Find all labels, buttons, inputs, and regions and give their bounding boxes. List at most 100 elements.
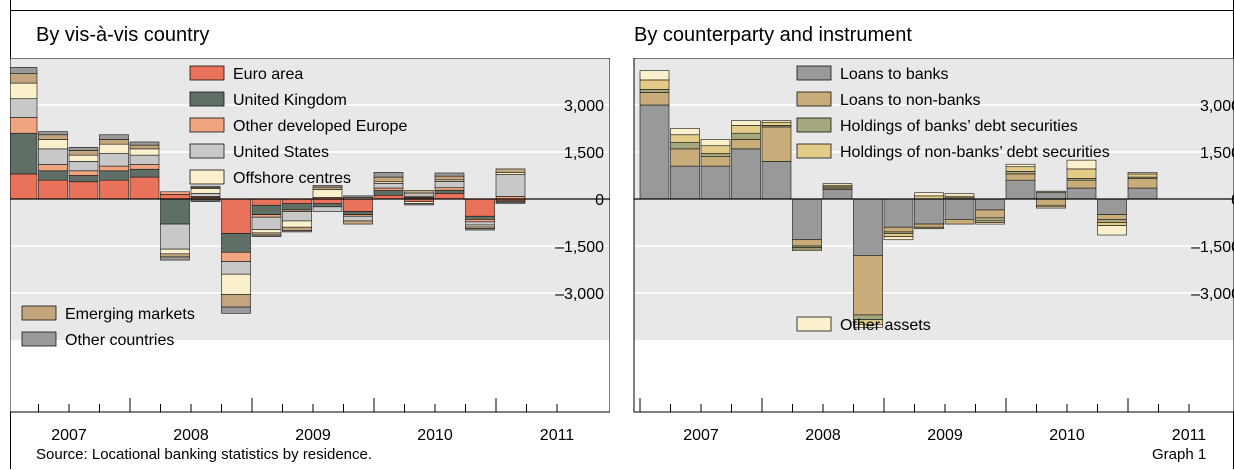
bar-loans-to-banks-2008q1 bbox=[761, 161, 792, 200]
bar-holdings-of-banks-debt-securities-2007q1 bbox=[639, 89, 670, 93]
bar-loans-to-banks-2007q4 bbox=[731, 148, 761, 200]
bar-euro-area-2010q3 bbox=[434, 193, 465, 200]
bar-united-states-2008q3 bbox=[190, 193, 221, 197]
bar-emerging-markets-2007q1 bbox=[10, 73, 38, 84]
bar-other-developed-europe-2007q1 bbox=[10, 117, 38, 134]
bar-holdings-of-banks-debt-securities-2009q4 bbox=[975, 217, 1005, 222]
bar-other-developed-europe-2010q1 bbox=[373, 187, 404, 191]
left-chart: 3,000 1,500 0 –1,500 –3,000 2007 2008 2009 2010 2… bbox=[10, 58, 610, 444]
bar-loans-to-non-banks-2010q4 bbox=[1097, 214, 1127, 220]
bar-loans-to-banks-2009q2 bbox=[914, 198, 944, 225]
bar-loans-to-non-banks-2010q2 bbox=[1036, 198, 1066, 206]
legend-swatch-emerging-markets bbox=[21, 305, 57, 321]
bar-offshore-centres-2007q2 bbox=[38, 139, 68, 150]
bar-euro-area-2008q4 bbox=[221, 198, 251, 234]
bar-emerging-markets-2010q3 bbox=[434, 175, 465, 181]
bar-united-kingdom-2009q3 bbox=[312, 203, 343, 208]
bar-other-assets-2009q3 bbox=[944, 193, 975, 197]
bar-euro-area-2009q4 bbox=[343, 198, 373, 212]
bar-united-kingdom-2009q2 bbox=[282, 203, 312, 211]
y-tick-label: 1,500 bbox=[1200, 145, 1234, 162]
bar-united-states-2010q2 bbox=[404, 192, 434, 197]
bar-loans-to-banks-2008q3 bbox=[822, 189, 853, 200]
bar-other-assets-2009q4 bbox=[975, 222, 1005, 225]
bar-other-assets-2008q1 bbox=[761, 120, 792, 123]
bar-loans-to-banks-2008q4 bbox=[853, 198, 883, 256]
bar-emerging-markets-2009q2 bbox=[282, 226, 312, 231]
bar-loans-to-banks-2011q1 bbox=[1127, 187, 1158, 200]
plot-border bbox=[10, 58, 610, 413]
legend-swatch-united-states bbox=[189, 143, 225, 159]
x-tick-label-2010: 2010 bbox=[1049, 427, 1085, 444]
bar-united-states-2010q4 bbox=[465, 221, 495, 226]
plot-border bbox=[633, 58, 1234, 413]
legend-label-euro-area: Euro area bbox=[233, 66, 303, 83]
bar-united-states-2009q1 bbox=[251, 216, 282, 231]
x-tick-label-2007: 2007 bbox=[51, 427, 87, 444]
bar-united-kingdom-2008q4 bbox=[221, 233, 251, 253]
bar-other-developed-europe-2008q4 bbox=[221, 251, 251, 262]
bar-holdings-of-banks-debt-securities-2010q4 bbox=[1097, 219, 1127, 223]
bar-loans-to-banks-2010q4 bbox=[1097, 198, 1127, 215]
bar-united-states-2007q1 bbox=[10, 98, 38, 118]
legend-swatch-holdings-of-banks-debt-securities bbox=[796, 117, 832, 133]
legend-label-united-states: United States bbox=[233, 144, 329, 161]
bar-other-assets-2007q2 bbox=[670, 128, 700, 136]
bar-offshore-centres-2008q2 bbox=[160, 248, 190, 255]
legend-swatch-euro-area bbox=[189, 65, 225, 81]
bar-holdings-of-banks-debt-securities-2010q2 bbox=[1036, 190, 1066, 194]
legend-label-holdings-of-banks-debt-securities: Holdings of banks’ debt securities bbox=[840, 118, 1078, 135]
legend-label-loans-to-non-banks: Loans to non-banks bbox=[840, 92, 981, 109]
bar-other-assets-2007q3 bbox=[700, 139, 731, 147]
top-rule bbox=[10, 10, 1234, 11]
bar-loans-to-non-banks-2009q1 bbox=[883, 226, 914, 233]
bar-loans-to-banks-2010q2 bbox=[1036, 192, 1066, 200]
bar-holdings-of-non-banks-debt-securities-2010q4 bbox=[1097, 222, 1127, 226]
bar-loans-to-non-banks-2009q2 bbox=[914, 223, 944, 228]
graph-label: Graph 1 bbox=[1152, 446, 1207, 463]
x-tick-label-2008: 2008 bbox=[805, 427, 841, 444]
bar-euro-area-2007q4 bbox=[99, 179, 129, 200]
bar-holdings-of-non-banks-debt-securities-2011q1 bbox=[1127, 173, 1158, 178]
legend-swatch-loans-to-non-banks bbox=[796, 91, 832, 107]
bar-holdings-of-non-banks-debt-securities-2007q4 bbox=[731, 125, 761, 134]
bar-other-countries-2008q2 bbox=[160, 256, 190, 261]
x-axis-area bbox=[634, 340, 1234, 412]
bar-loans-to-banks-2008q2 bbox=[792, 198, 822, 241]
bar-emerging-markets-2010q1 bbox=[373, 176, 404, 183]
bar-united-states-2011q1 bbox=[495, 174, 526, 197]
bar-loans-to-banks-2010q1 bbox=[1005, 179, 1036, 200]
bar-loans-to-non-banks-2007q3 bbox=[700, 156, 731, 167]
source-note: Source: Locational banking statistics by… bbox=[36, 446, 373, 463]
bar-united-states-2007q3 bbox=[68, 161, 99, 172]
y-tick-label: 0 bbox=[595, 192, 604, 209]
bar-other-assets-2008q4 bbox=[853, 324, 883, 328]
left-panel-title: By vis-à-vis country bbox=[36, 24, 210, 46]
bar-other-developed-europe-2010q4 bbox=[465, 219, 495, 223]
bar-holdings-of-banks-debt-securities-2010q1 bbox=[1005, 171, 1036, 175]
legend-swatch-other-assets bbox=[796, 316, 832, 332]
y-tick-label: –1,500 bbox=[555, 239, 604, 256]
bar-offshore-centres-2009q1 bbox=[251, 229, 282, 234]
bar-offshore-centres-2009q2 bbox=[282, 220, 312, 228]
bar-united-kingdom-2007q3 bbox=[68, 175, 99, 183]
bar-offshore-centres-2007q3 bbox=[68, 154, 99, 162]
bar-other-assets-2010q3 bbox=[1066, 159, 1097, 170]
x-tick-label-2011: 2011 bbox=[540, 427, 575, 444]
bar-loans-to-non-banks-2011q1 bbox=[1127, 178, 1158, 189]
legend-swatch-other-countries bbox=[21, 331, 57, 347]
legend-swatch-united-kingdom bbox=[189, 91, 225, 107]
bar-other-countries-2008q3 bbox=[190, 185, 221, 189]
bar-euro-area-2007q3 bbox=[68, 181, 99, 200]
bar-united-kingdom-2010q1 bbox=[373, 190, 404, 196]
bar-holdings-of-banks-debt-securities-2007q4 bbox=[731, 132, 761, 140]
bar-holdings-of-banks-debt-securities-2007q3 bbox=[700, 153, 731, 157]
x-tick-label-2009: 2009 bbox=[295, 427, 331, 444]
bar-emerging-markets-2009q3 bbox=[312, 186, 343, 190]
bar-loans-to-non-banks-2008q1 bbox=[761, 126, 792, 162]
bar-emerging-markets-2007q4 bbox=[99, 139, 129, 145]
bar-other-countries-2008q4 bbox=[221, 306, 251, 314]
bar-other-countries-2009q3 bbox=[312, 185, 343, 188]
bar-other-assets-2009q2 bbox=[914, 192, 944, 197]
bar-other-developed-europe-2008q2 bbox=[160, 191, 190, 195]
